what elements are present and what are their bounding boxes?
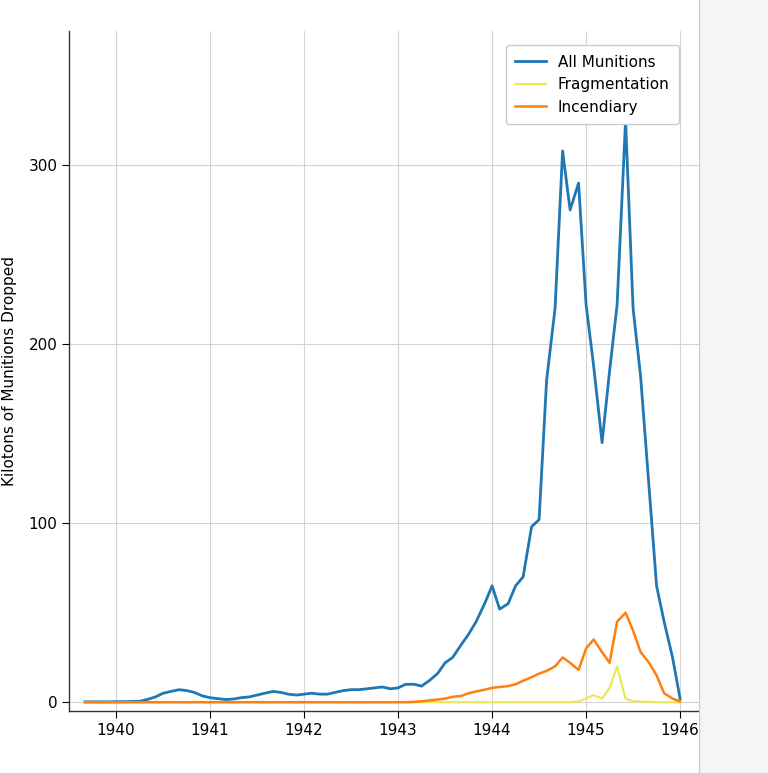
All Munitions (283, 690, 293, 699)
Incendiary (81, 697, 90, 707)
All Munitions (323, 690, 333, 699)
Incendiary (276, 697, 285, 707)
All Munitions (339, 686, 348, 695)
All Munitions (621, 116, 631, 125)
Incendiary (339, 697, 348, 707)
Fragmentation (283, 697, 293, 707)
Fragmentation (339, 697, 348, 707)
All Munitions (409, 679, 419, 689)
Incendiary (621, 608, 631, 618)
Fragmentation (81, 697, 90, 707)
All Munitions (676, 694, 685, 703)
All Munitions (198, 691, 207, 700)
Fragmentation (323, 697, 333, 707)
Y-axis label: Kilotons of Munitions Dropped: Kilotons of Munitions Dropped (2, 256, 17, 486)
Legend: All Munitions, Fragmentation, Incendiary: All Munitions, Fragmentation, Incendiary (506, 46, 679, 124)
Fragmentation (613, 662, 622, 671)
Incendiary (676, 696, 685, 706)
Line: Fragmentation: Fragmentation (85, 666, 680, 702)
Incendiary (409, 697, 419, 707)
Fragmentation (198, 697, 207, 707)
Incendiary (198, 697, 207, 707)
All Munitions (81, 697, 90, 707)
Incendiary (283, 697, 293, 707)
Incendiary (323, 697, 333, 707)
Fragmentation (676, 697, 685, 707)
All Munitions (276, 688, 285, 697)
Line: All Munitions: All Munitions (85, 121, 680, 702)
Fragmentation (276, 697, 285, 707)
Fragmentation (409, 697, 419, 707)
Line: Incendiary: Incendiary (85, 613, 680, 702)
